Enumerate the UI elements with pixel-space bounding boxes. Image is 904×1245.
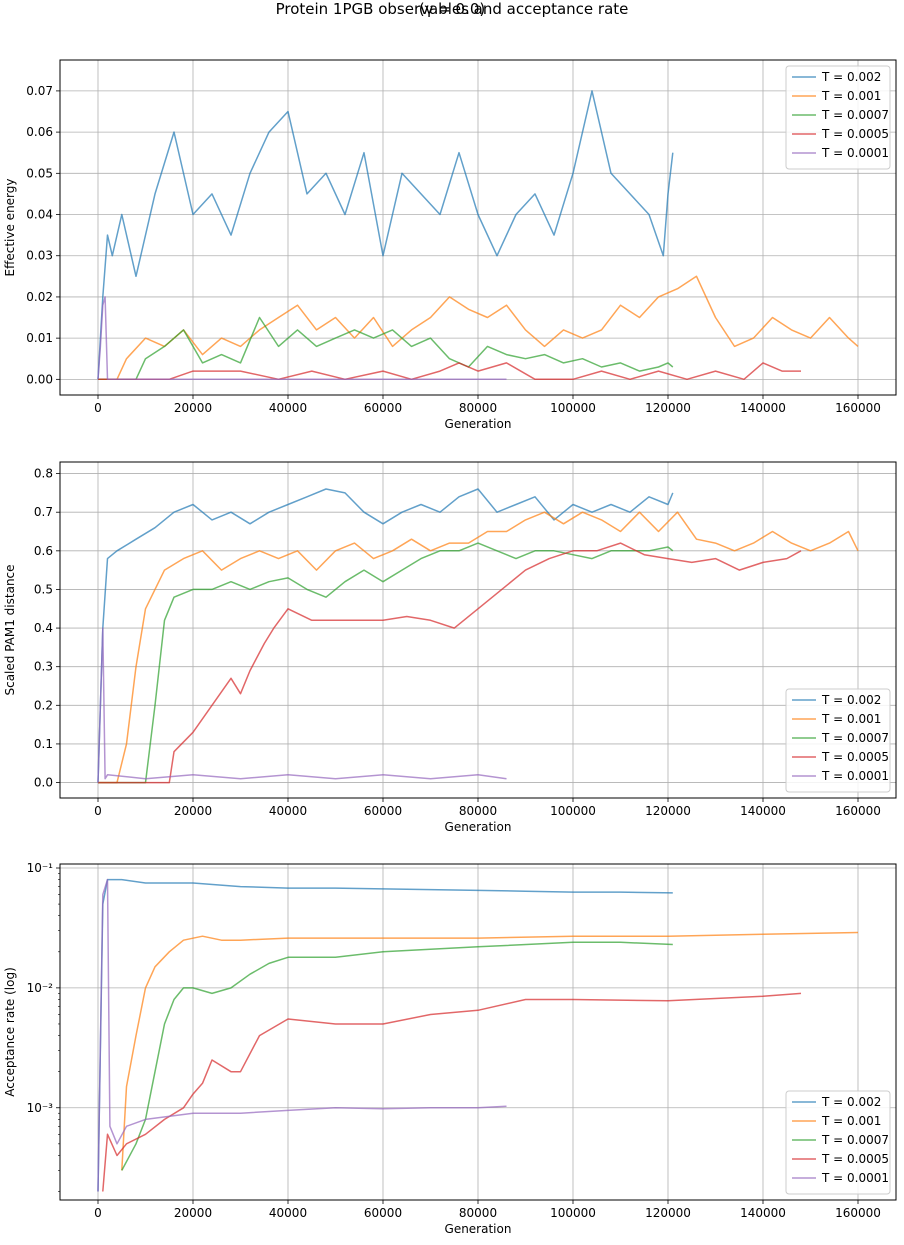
x-tick-label: 140000 (740, 401, 786, 415)
series-line (97, 878, 507, 1192)
series-line (98, 511, 859, 784)
x-tick-label: 40000 (269, 1206, 307, 1220)
series-line (98, 316, 674, 381)
legend-label: T = 0.0007 (821, 108, 889, 122)
x-tick-label: 160000 (835, 804, 881, 818)
y-tick-label: 0.04 (26, 208, 53, 222)
legend-label: T = 0.0001 (821, 146, 889, 160)
x-tick-label: 20000 (174, 401, 212, 415)
legend-label: T = 0.002 (821, 70, 881, 84)
y-axis-label: Acceptance rate (log) (3, 967, 17, 1097)
legend-label: T = 0.002 (821, 1095, 881, 1109)
x-tick-label: 80000 (459, 401, 497, 415)
legend-label: T = 0.001 (821, 712, 881, 726)
y-tick-label: 0.1 (34, 737, 53, 751)
legend-label: T = 0.0005 (821, 127, 889, 141)
y-tick-label: 0.02 (26, 290, 53, 304)
plot-frame (59, 59, 897, 396)
y-tick-label: 0.4 (34, 621, 53, 635)
x-tick-label: 120000 (645, 1206, 691, 1220)
x-tick-label: 100000 (550, 1206, 596, 1220)
series-line (98, 275, 859, 381)
x-tick-label: 100000 (550, 401, 596, 415)
chart-panel-2: 0 20000 40000 60000 80000 100000 120000 140000 1… (3, 461, 897, 834)
chart-panel-3: 0 20000 40000 60000 80000 100000 120000 140000 1… (3, 861, 897, 1236)
x-tick-label: 140000 (740, 804, 786, 818)
legend-label: T = 0.0005 (821, 750, 889, 764)
y-axis-label: Effective energy (3, 179, 17, 277)
y-tick-label: 10⁻¹ (27, 861, 54, 875)
legend-label: T = 0.0007 (821, 1133, 889, 1147)
y-tick-label: 0.7 (34, 505, 53, 519)
figure-title: Protein 1PGB observables and acceptance … (275, 0, 629, 18)
legend-box (785, 1090, 891, 1195)
x-tick-label: 120000 (645, 804, 691, 818)
legend-label: T = 0.0001 (821, 769, 889, 783)
legend-label: T = 0.001 (821, 89, 881, 103)
x-tick-label: 40000 (269, 401, 307, 415)
series-line (121, 931, 859, 1171)
x-tick-label: 60000 (364, 1206, 402, 1220)
x-tick-label: 100000 (550, 804, 596, 818)
legend-label: T = 0.0005 (821, 1152, 889, 1166)
x-tick-label: 140000 (740, 1206, 786, 1220)
plot-frame (59, 863, 897, 1201)
series-line (97, 878, 673, 1192)
chart-panel-1: 0 20000 40000 60000 80000 100000 120000 140000 1… (3, 59, 897, 431)
series-line (97, 627, 507, 783)
legend-label: T = 0.0001 (821, 1171, 889, 1185)
x-tick-label: 0 (94, 804, 102, 818)
series-line (121, 941, 673, 1171)
series-line (97, 296, 507, 381)
y-tick-label: 0.01 (26, 331, 53, 345)
x-tick-label: 60000 (364, 401, 402, 415)
legend-box (785, 65, 891, 170)
y-tick-label: 0.00 (26, 372, 53, 386)
y-axis-label: Scaled PAM1 distance (3, 564, 17, 695)
x-tick-label: 160000 (835, 401, 881, 415)
legend-label: T = 0.002 (821, 693, 881, 707)
y-tick-label: 0.8 (34, 467, 53, 481)
y-tick-label: 0.05 (26, 166, 53, 180)
y-tick-label: 0.3 (34, 660, 53, 674)
y-tick-label: 0.07 (26, 84, 53, 98)
x-axis-label: Generation (445, 820, 512, 834)
y-tick-label: 10⁻³ (27, 1101, 54, 1115)
x-tick-label: 20000 (174, 1206, 212, 1220)
x-tick-label: 160000 (835, 1206, 881, 1220)
legend-label: T = 0.001 (821, 1114, 881, 1128)
x-tick-label: 20000 (174, 804, 212, 818)
x-axis-label: Generation (445, 417, 512, 431)
y-tick-label: 0.06 (26, 125, 53, 139)
x-tick-label: 80000 (459, 804, 497, 818)
series-line (98, 542, 674, 784)
y-tick-label: 0.0 (34, 776, 53, 790)
y-tick-label: 0.5 (34, 582, 53, 596)
x-tick-label: 60000 (364, 804, 402, 818)
series-line (102, 992, 802, 1192)
legend-box (785, 688, 891, 793)
x-tick-label: 80000 (459, 1206, 497, 1220)
x-tick-label: 0 (94, 1206, 102, 1220)
y-tick-label: 0.2 (34, 698, 53, 712)
series-line (98, 542, 802, 784)
x-tick-label: 0 (94, 401, 102, 415)
series-line (97, 90, 674, 380)
series-line (98, 362, 801, 381)
x-axis-label: Generation (445, 1222, 512, 1236)
series-line (97, 488, 674, 783)
figure-subtitle: (γ = 0.0) (418, 0, 486, 18)
legend-label: T = 0.0007 (821, 731, 889, 745)
y-tick-label: 10⁻² (27, 981, 54, 995)
plot-frame (59, 461, 897, 799)
y-tick-label: 0.03 (26, 249, 53, 263)
y-tick-label: 0.6 (34, 544, 53, 558)
x-tick-label: 40000 (269, 804, 307, 818)
x-tick-label: 120000 (645, 401, 691, 415)
